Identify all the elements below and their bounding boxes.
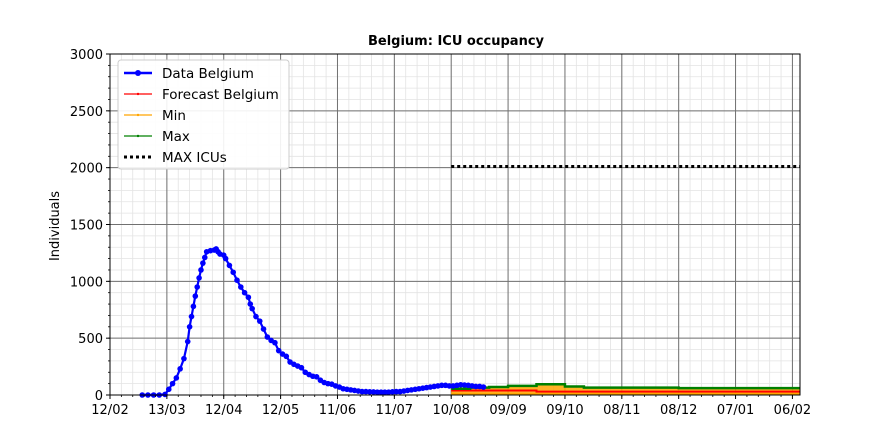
x-tick-label: 11/07	[376, 403, 413, 418]
x-axis: 12/02 13/03 12/04 12/05 11/06 11/07 10/08 09/09…	[91, 395, 811, 418]
series-line-forecast-belgium	[451, 389, 800, 393]
data-point	[253, 313, 259, 320]
data-point	[480, 384, 487, 390]
legend-item-forecast-belgium: Forecast Belgium	[124, 87, 279, 103]
data-point	[169, 380, 176, 387]
legend-item-data-belgium: Data Belgium	[124, 66, 254, 82]
y-tick-label: 1500	[70, 219, 103, 234]
data-point	[256, 318, 263, 324]
legend-item-max: Max	[124, 129, 190, 145]
legend-label: Max	[162, 129, 190, 145]
data-point	[247, 301, 254, 307]
x-tick-label: 12/02	[91, 403, 128, 418]
legend-item-min: Min	[124, 108, 186, 124]
data-point	[200, 260, 206, 266]
data-point	[241, 289, 248, 296]
data-point	[222, 255, 229, 262]
data-point	[165, 386, 172, 393]
y-tick-label: 0	[95, 389, 103, 404]
y-tick-label: 1000	[70, 275, 103, 290]
x-tick-label: 07/01	[717, 403, 754, 418]
data-point	[188, 313, 195, 320]
data-point	[260, 326, 267, 332]
legend-label: Forecast Belgium	[162, 87, 279, 103]
data-point	[234, 277, 240, 283]
legend-label: MAX ICUs	[162, 150, 227, 166]
data-point	[237, 284, 244, 290]
x-tick-label: 10/08	[432, 403, 469, 418]
data-point	[249, 305, 255, 312]
data-point	[275, 347, 282, 354]
data-point	[198, 267, 204, 273]
legend-item-max-icus: MAX ICUs	[124, 150, 227, 166]
x-tick-label: 09/09	[489, 403, 526, 418]
x-tick-label: 09/10	[546, 403, 583, 418]
x-tick-label: 13/03	[148, 403, 185, 418]
data-point	[245, 294, 252, 301]
y-tick-label: 3000	[70, 48, 103, 63]
legend-box	[117, 59, 290, 170]
legend-label: Min	[162, 108, 186, 124]
x-tick-label: 11/06	[319, 403, 356, 418]
x-tick-label: 12/05	[262, 403, 299, 418]
legend-label: Data Belgium	[162, 66, 254, 82]
data-point	[192, 293, 199, 299]
data-point	[313, 374, 320, 380]
plot-series	[139, 165, 800, 398]
data-point	[201, 254, 208, 261]
data-point	[264, 334, 271, 340]
data-point	[173, 375, 180, 381]
data-point	[226, 262, 233, 269]
data-point	[283, 353, 290, 360]
legend-marker	[136, 134, 140, 138]
data-point	[298, 364, 305, 371]
data-point	[190, 303, 197, 310]
legend-marker	[136, 113, 140, 117]
data-point	[186, 324, 193, 330]
x-tick-label: 06/02	[774, 403, 811, 418]
y-tick-label: 2500	[70, 105, 103, 120]
data-point	[230, 269, 237, 276]
series-line-data-belgium	[142, 247, 484, 397]
legend: Data Belgium Forecast Belgium Min Max MAX IC…	[117, 59, 290, 170]
x-tick-label: 08/12	[660, 403, 697, 418]
x-tick-label: 08/11	[603, 403, 640, 418]
x-tick-label: 12/04	[205, 403, 242, 418]
chart-title: Belgium: ICU occupancy	[368, 34, 545, 49]
data-point	[194, 284, 200, 290]
data-point	[184, 338, 191, 345]
data-point	[272, 339, 278, 346]
y-tick-label: 500	[78, 332, 103, 347]
legend-marker	[135, 70, 141, 76]
y-axis-label: Individuals	[48, 191, 63, 261]
data-point	[181, 355, 187, 362]
legend-marker	[136, 92, 140, 96]
series-line-max	[451, 382, 800, 390]
y-axis: 0 500 1000 1500 2000 2500 3000	[70, 48, 110, 404]
data-point	[196, 275, 202, 281]
y-tick-label: 2000	[70, 162, 103, 177]
data-point	[177, 366, 183, 372]
